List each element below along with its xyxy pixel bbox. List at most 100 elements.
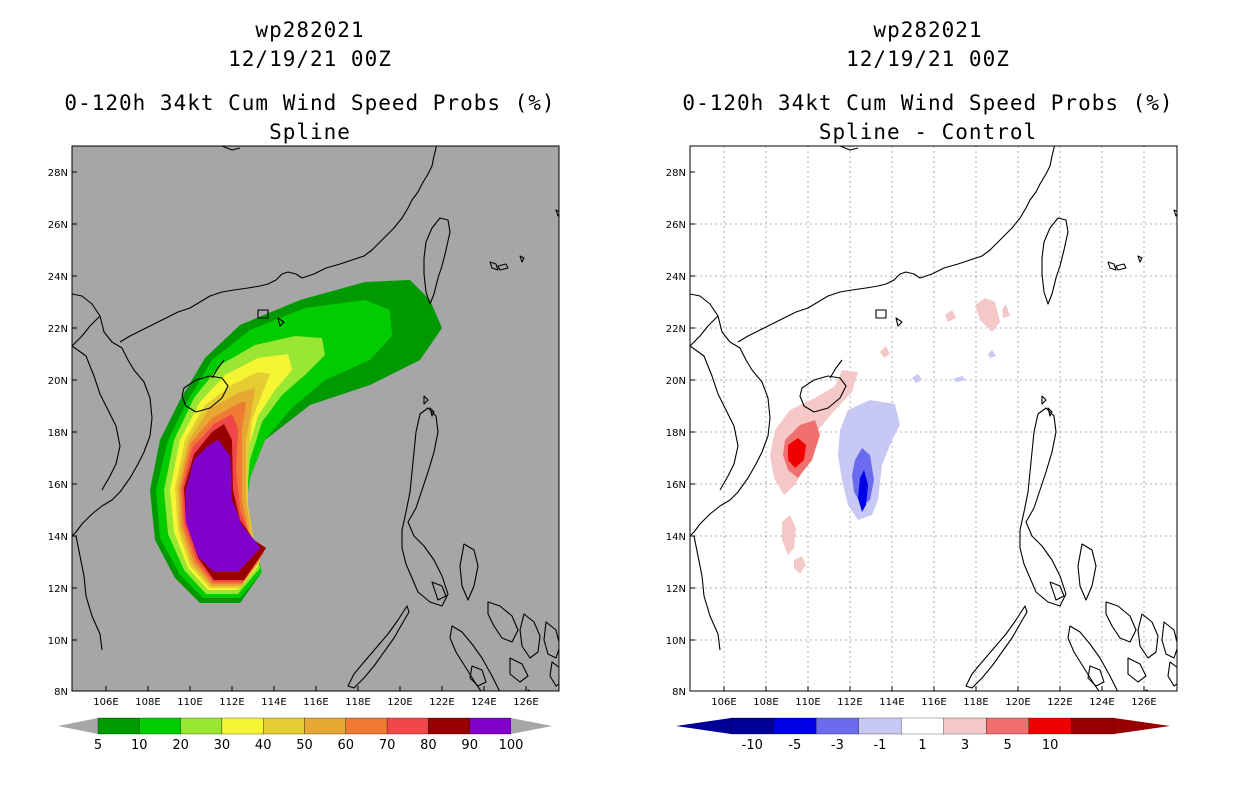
colorbar-swatch (180, 717, 223, 735)
lon-tick-label: 110E (795, 697, 820, 708)
lon-tick-label: 116E (921, 697, 946, 708)
left-cb-label: 100 (499, 738, 524, 753)
pos-contour-1f (1002, 304, 1010, 318)
right-cb-label: -3 (831, 738, 844, 753)
right-cb-label: 10 (1042, 738, 1059, 753)
left-colorbar-boxes (97, 717, 512, 735)
colorbar-swatch (901, 717, 944, 735)
pos-contour-5a (788, 438, 806, 468)
left-title-date: 12/19/21 00Z (228, 47, 392, 71)
left-title-storm: wp282021 (255, 18, 365, 42)
lon-tick-label: 126E (513, 697, 538, 708)
lon-tick-label: 116E (303, 697, 328, 708)
right-cb-label: 1 (918, 738, 926, 753)
colorbar-swatch (986, 717, 1030, 735)
pos-contour-1d (975, 298, 1000, 332)
lon-tick-label: 122E (429, 697, 454, 708)
right-cb-label: -1 (873, 738, 886, 753)
lon-tick-label: 114E (261, 697, 286, 708)
lat-tick-label: 10N (48, 636, 68, 647)
lat-tick-label: 22N (666, 324, 686, 335)
left-title-product: 0-120h 34kt Cum Wind Speed Probs (%) (64, 91, 556, 115)
left-colorbar-labels: 5 10 20 30 40 50 60 70 80 90 100 (94, 738, 524, 753)
lon-tick-label: 118E (345, 697, 370, 708)
left-axes: 28N 26N 24N 22N 20N 18N 16N 14N 12N 10N 8N 106E 108E… (48, 168, 539, 708)
neg-contour-5a (858, 470, 868, 512)
lat-tick-label: 22N (48, 324, 68, 335)
left-cb-label: 30 (214, 738, 231, 753)
left-cb-label: 90 (461, 738, 478, 753)
left-cb-label: 10 (131, 738, 148, 753)
lat-tick-label: 12N (666, 584, 686, 595)
lat-tick-label: 26N (666, 220, 686, 231)
lon-tick-label: 120E (1005, 697, 1030, 708)
lat-tick-label: 14N (666, 532, 686, 543)
colorbar-swatch (469, 717, 512, 735)
colorbar-swatch (304, 717, 346, 735)
lat-tick-label: 16N (48, 480, 68, 491)
right-map: 28N 26N 24N 22N 20N 18N 16N 14N 12N 10N 8N 106E 108E… (666, 145, 1178, 708)
left-map: 28N 26N 24N 22N 20N 18N 16N 14N 12N 10N 8N 106E 108E… (48, 145, 560, 708)
left-cb-label: 80 (420, 738, 437, 753)
colorbar-swatch (943, 717, 987, 735)
colorbar-swatch (221, 717, 264, 735)
colorbar-swatch (1028, 717, 1072, 735)
right-colorbar-high-arrow (1114, 718, 1170, 734)
left-colorbar: 5 10 20 30 40 50 60 70 80 90 100 (58, 717, 552, 753)
lat-tick-label: 14N (48, 532, 68, 543)
lon-tick-label: 108E (753, 697, 778, 708)
pos-contour-1e (945, 310, 956, 322)
right-title-product: 0-120h 34kt Cum Wind Speed Probs (%) (682, 91, 1174, 115)
left-colorbar-high-arrow (511, 718, 552, 734)
colorbar-swatch (263, 717, 305, 735)
pos-contour-1g (880, 346, 890, 358)
left-map-background (72, 146, 559, 691)
left-cb-label: 50 (296, 738, 313, 753)
left-cb-label: 40 (255, 738, 272, 753)
lat-tick-label: 28N (666, 168, 686, 179)
right-colorbar: -10 -5 -3 -1 1 3 5 10 (676, 717, 1170, 753)
lat-tick-label: 18N (48, 428, 68, 439)
right-colorbar-low-arrow (676, 718, 731, 734)
right-title-date: 12/19/21 00Z (846, 47, 1010, 71)
lat-tick-label: 10N (666, 636, 686, 647)
left-cb-label: 20 (172, 738, 189, 753)
lon-tick-label: 108E (135, 697, 160, 708)
right-map-background (690, 146, 1177, 691)
colorbar-swatch (773, 717, 817, 735)
colorbar-swatch (139, 717, 181, 735)
colorbar-swatch (345, 717, 388, 735)
lat-tick-label: 24N (666, 272, 686, 283)
right-colorbar-boxes (730, 717, 1115, 735)
lat-tick-label: 16N (666, 480, 686, 491)
left-cb-label: 60 (338, 738, 355, 753)
pos-contour-1b (782, 515, 796, 555)
lon-tick-label: 106E (93, 697, 118, 708)
colorbar-swatch (730, 717, 774, 735)
lon-tick-label: 110E (177, 697, 202, 708)
neg-contour-1c (953, 376, 966, 382)
lat-tick-label: 18N (666, 428, 686, 439)
right-cb-label: -10 (742, 738, 763, 753)
right-cb-label: 5 (1003, 738, 1011, 753)
lat-tick-label: 8N (54, 687, 68, 698)
lon-tick-label: 124E (471, 697, 496, 708)
right-title-storm: wp282021 (873, 18, 983, 42)
colorbar-swatch (428, 717, 470, 735)
colorbar-swatch (815, 717, 859, 735)
lat-tick-label: 20N (48, 376, 68, 387)
lon-tick-label: 126E (1131, 697, 1156, 708)
right-cb-label: 3 (961, 738, 969, 753)
right-cb-label: -5 (788, 738, 801, 753)
lat-tick-label: 28N (48, 168, 68, 179)
colorbar-swatch (1071, 717, 1115, 735)
lon-tick-label: 118E (963, 697, 988, 708)
contour-100 (186, 440, 260, 572)
right-colorbar-labels: -10 -5 -3 -1 1 3 5 10 (742, 738, 1059, 753)
lat-tick-label: 24N (48, 272, 68, 283)
left-title-method: Spline (269, 120, 351, 144)
colorbar-swatch (858, 717, 902, 735)
lon-tick-label: 112E (837, 697, 862, 708)
neg-contour-1b (912, 374, 922, 383)
